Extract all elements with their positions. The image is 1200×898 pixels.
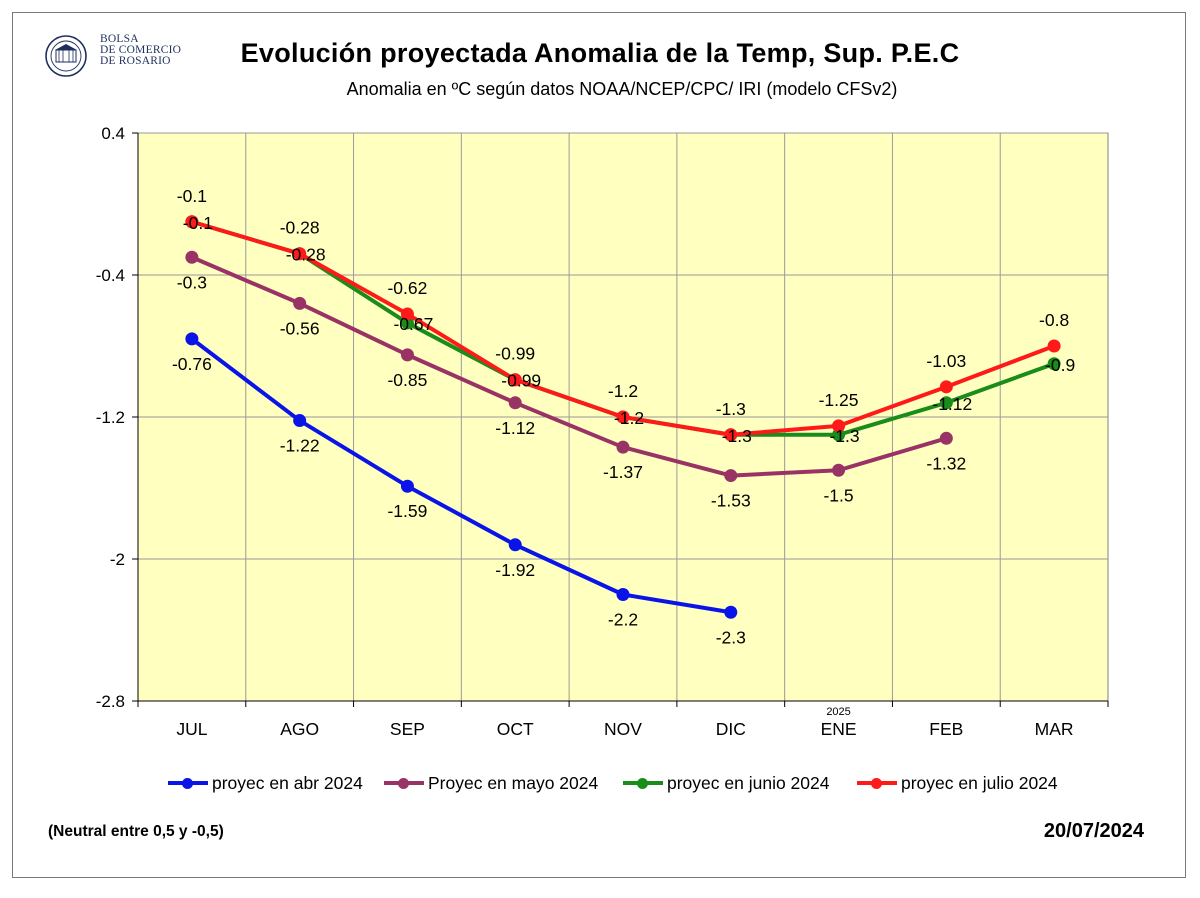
data-point-1 bbox=[616, 440, 630, 454]
data-label-1: -1.5 bbox=[823, 485, 853, 505]
data-label-3: -1.3 bbox=[716, 399, 746, 419]
series-line-1 bbox=[191, 255, 947, 478]
legend-swatch-julio bbox=[857, 778, 897, 789]
chart-frame bbox=[12, 12, 1186, 878]
data-label-1: -0.85 bbox=[387, 370, 427, 390]
data-label-3: -0.1 bbox=[177, 186, 207, 206]
x-tick-label: NOV bbox=[604, 719, 642, 739]
legend-item-abr: proyec en abr 2024 bbox=[168, 770, 363, 796]
data-label-0: -2.2 bbox=[608, 610, 638, 630]
data-label-3: -0.99 bbox=[495, 344, 535, 364]
legend-swatch-mayo bbox=[384, 778, 424, 789]
data-label-1: -0.56 bbox=[280, 318, 320, 338]
chart-title: Evolución proyectada Anomalia de la Temp… bbox=[240, 38, 960, 68]
series-line-0 bbox=[190, 337, 732, 615]
x-tick-label: DIC bbox=[716, 719, 746, 739]
data-point-1 bbox=[508, 396, 522, 410]
data-point-1 bbox=[724, 469, 738, 483]
legend-swatch-abr bbox=[168, 778, 208, 789]
data-label-1: -1.32 bbox=[926, 453, 966, 473]
data-label-3: -0.62 bbox=[387, 278, 427, 298]
data-label-2: -0.1 bbox=[183, 213, 213, 233]
legend-item-mayo: Proyec en mayo 2024 bbox=[384, 770, 598, 796]
data-point-0 bbox=[616, 588, 630, 601]
data-label-2: -1.3 bbox=[829, 426, 859, 446]
y-tick-label: 0.4 bbox=[101, 124, 125, 143]
data-point-1 bbox=[400, 348, 414, 362]
data-point-3 bbox=[616, 410, 630, 424]
legend-item-julio: proyec en julio 2024 bbox=[857, 770, 1058, 796]
data-point-3 bbox=[832, 419, 846, 433]
data-label-3: -1.2 bbox=[608, 381, 638, 401]
y-tick-label: -2.8 bbox=[96, 692, 125, 711]
y-tick-label: -2 bbox=[110, 550, 125, 569]
data-point-2 bbox=[1047, 357, 1061, 371]
data-label-1: -1.37 bbox=[603, 462, 643, 482]
legend-swatch-junio bbox=[623, 778, 663, 789]
legend-label-julio: proyec en julio 2024 bbox=[901, 772, 1058, 793]
data-point-2 bbox=[939, 396, 953, 410]
report-date: 20/07/2024 bbox=[1043, 820, 1144, 842]
x-tick-label: ENE bbox=[821, 719, 857, 739]
data-point-3 bbox=[939, 380, 953, 394]
data-point-0 bbox=[724, 605, 738, 619]
y-tick-label: -0.4 bbox=[96, 266, 125, 285]
chart-subtitle: Anomalia en ºC según datos NOAA/NCEP/CPC… bbox=[346, 79, 898, 99]
x-tick-label: OCT bbox=[497, 719, 534, 739]
bolsa-seal-icon bbox=[45, 35, 87, 77]
data-point-0 bbox=[293, 414, 307, 428]
data-label-3: -0.28 bbox=[280, 218, 320, 238]
neutral-note: (Neutral entre 0,5 y -0,5) bbox=[48, 823, 224, 840]
chart-legend: proyec en abr 2024 Proyec en mayo 2024 p… bbox=[168, 770, 1088, 796]
legend-label-mayo: Proyec en mayo 2024 bbox=[428, 772, 599, 793]
x-tick-label: FEB bbox=[929, 719, 963, 739]
data-point-3 bbox=[400, 307, 414, 321]
data-label-2: -0.99 bbox=[501, 371, 541, 391]
data-label-2: -0.28 bbox=[286, 245, 326, 265]
y-tick-label: -1.2 bbox=[96, 408, 125, 427]
legend-item-junio: proyec en junio 2024 bbox=[623, 770, 829, 796]
legend-label-abr: proyec en abr 2024 bbox=[212, 772, 363, 793]
x-tick-label: MAR bbox=[1035, 719, 1074, 739]
legend-label-junio: proyec en junio 2024 bbox=[667, 772, 830, 793]
data-label-0: -1.59 bbox=[387, 501, 427, 521]
x-tick-label: SEP bbox=[390, 719, 425, 739]
data-label-2: -0.9 bbox=[1045, 355, 1075, 375]
x-tick-label: JUL bbox=[176, 719, 207, 739]
logo-text: BOLSA DE COMERCIO DE ROSARIO bbox=[100, 33, 182, 67]
data-point-0 bbox=[508, 538, 522, 552]
data-label-0: -0.76 bbox=[172, 354, 212, 374]
data-label-2: -0.67 bbox=[393, 314, 433, 334]
logo-line-1: BOLSA bbox=[100, 33, 139, 45]
data-point-1 bbox=[185, 250, 199, 264]
data-label-0: -1.92 bbox=[495, 560, 535, 580]
data-point-3 bbox=[1047, 339, 1061, 353]
data-point-0 bbox=[400, 479, 414, 493]
year-note: 2025 bbox=[826, 706, 850, 718]
data-label-1: -1.53 bbox=[711, 491, 751, 511]
data-label-1: -0.3 bbox=[177, 272, 207, 292]
data-point-1 bbox=[939, 431, 953, 445]
data-label-3: -0.8 bbox=[1039, 310, 1069, 330]
data-label-1: -1.12 bbox=[495, 418, 535, 438]
data-point-1 bbox=[293, 296, 307, 310]
data-point-3 bbox=[508, 373, 522, 387]
data-point-3 bbox=[724, 428, 738, 442]
logo-line-3: DE ROSARIO bbox=[100, 55, 171, 67]
data-point-3 bbox=[185, 215, 199, 229]
x-tick-label: AGO bbox=[280, 719, 319, 739]
data-point-1 bbox=[832, 463, 846, 477]
data-point-0 bbox=[185, 332, 199, 346]
data-label-0: -1.22 bbox=[280, 436, 320, 456]
logo-line-2: DE COMERCIO bbox=[100, 44, 182, 56]
data-label-3: -1.25 bbox=[819, 390, 859, 410]
data-point-3 bbox=[293, 247, 307, 261]
data-label-2: -1.3 bbox=[722, 426, 752, 446]
data-label-2: -1.12 bbox=[932, 394, 972, 414]
data-label-2: -1.2 bbox=[614, 408, 644, 428]
bolsa-logo: BOLSA DE COMERCIO DE ROSARIO bbox=[44, 33, 194, 80]
data-label-0: -2.3 bbox=[716, 627, 746, 647]
data-label-3: -1.03 bbox=[926, 351, 966, 371]
